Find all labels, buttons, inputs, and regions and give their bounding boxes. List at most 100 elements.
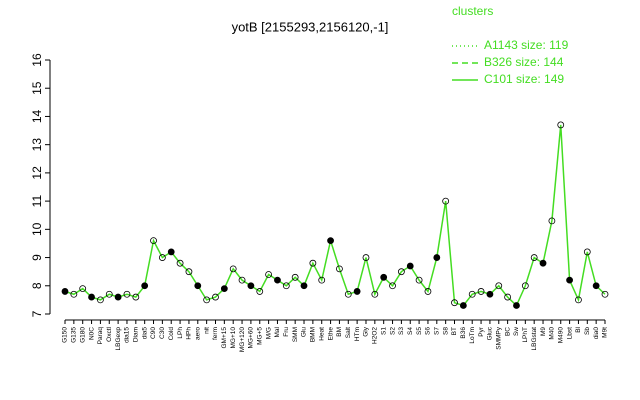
- point: [238, 276, 246, 284]
- point: [158, 254, 166, 261]
- x-tick-label: Mal: [274, 326, 281, 337]
- x-tick-label: H2O2: [372, 327, 379, 344]
- x-tick-label: M9t: [602, 327, 609, 338]
- point: [309, 259, 317, 267]
- point: [557, 121, 565, 129]
- x-tick-label: Fru: [283, 327, 290, 337]
- y-tick-label: 10: [30, 222, 44, 236]
- x-tick-label: dia5: [141, 327, 148, 340]
- x-tick-label: dia15: [124, 327, 131, 343]
- point: [61, 288, 69, 295]
- point: [459, 302, 467, 309]
- point: [548, 217, 556, 225]
- x-tick-label: dia0: [593, 327, 600, 340]
- x-tick-label: Salt: [345, 327, 352, 338]
- point: [495, 282, 503, 290]
- point: [88, 293, 95, 301]
- x-tick-label: MG+5: [256, 327, 263, 345]
- legend-label: A1143 size: 119: [484, 38, 569, 52]
- point: [433, 254, 441, 261]
- x-tick-label: S1: [380, 327, 387, 335]
- x-tick-label: nit: [203, 327, 210, 334]
- y-tick-label: 13: [30, 138, 44, 152]
- x-tick-label: C90: [150, 327, 157, 339]
- point: [105, 290, 113, 298]
- chart-title: yotB [2155293,2156120,-1]: [232, 19, 389, 34]
- x-tick-label: Pyr: [478, 326, 485, 337]
- x-tick-label: G150: [62, 327, 69, 343]
- x-tick-label: MG+120: [239, 327, 246, 352]
- x-tick-label: C30: [159, 327, 166, 339]
- x-tick-label: S5: [416, 327, 423, 335]
- x-tick-label: M/G: [265, 327, 272, 339]
- x-tick-label: SMMPy: [495, 326, 502, 350]
- point: [566, 276, 573, 284]
- x-tick-label: Heat: [318, 327, 325, 341]
- x-tick-label: Cold: [168, 327, 175, 341]
- x-tick-label: S8: [442, 327, 449, 335]
- point: [79, 285, 87, 293]
- x-tick-label: GM+15: [221, 327, 228, 349]
- point: [203, 296, 211, 304]
- x-tick-label: M9: [540, 327, 547, 336]
- point: [212, 293, 219, 301]
- y-tick-label: 15: [30, 81, 44, 95]
- x-tick-label: LBGstat: [531, 327, 538, 351]
- point: [592, 282, 600, 290]
- point: [194, 282, 202, 290]
- point: [362, 254, 370, 261]
- point: [601, 290, 609, 298]
- point: [530, 254, 538, 261]
- x-tick-label: Gluc: [487, 326, 494, 340]
- y-tick-label: 14: [30, 109, 44, 123]
- x-tick-label: HPh: [186, 327, 193, 340]
- point: [291, 273, 299, 281]
- point: [539, 259, 547, 267]
- point: [70, 290, 78, 298]
- point: [150, 237, 157, 245]
- x-tick-label: Gly: [363, 326, 370, 337]
- y-tick-label: 11: [30, 195, 44, 208]
- point: [167, 248, 175, 256]
- point: [424, 288, 432, 295]
- x-tick-label: SMM: [292, 327, 299, 342]
- point: [583, 248, 591, 256]
- point: [406, 262, 414, 270]
- point: [274, 276, 281, 284]
- point: [504, 293, 512, 301]
- point: [229, 265, 237, 273]
- point: [247, 282, 255, 290]
- x-tick-label: M40: [549, 327, 556, 340]
- point: [371, 290, 379, 298]
- x-tick-label: Bl: [575, 326, 582, 332]
- point: [141, 282, 149, 290]
- x-tick-label: Lbst: [566, 327, 573, 339]
- point: [389, 282, 396, 290]
- x-tick-label: Diam: [133, 327, 140, 342]
- point: [477, 288, 485, 295]
- point: [521, 282, 529, 290]
- legend-label: C101 size: 149: [484, 72, 564, 86]
- point: [336, 265, 343, 273]
- x-tick-label: MG+60: [248, 327, 255, 349]
- x-tick-label: S7: [434, 327, 441, 335]
- x-tick-label: Sb: [584, 327, 591, 335]
- point: [220, 285, 228, 293]
- point: [265, 271, 273, 278]
- legend-label: B326 size: 144: [484, 55, 564, 69]
- point: [415, 276, 423, 284]
- x-tick-label: S3: [398, 327, 405, 335]
- point: [327, 237, 334, 245]
- x-tick-label: Ethe: [327, 327, 334, 341]
- point: [486, 290, 494, 298]
- x-tick-label: S6: [425, 327, 432, 335]
- series-line: [64, 124, 606, 307]
- point: [397, 268, 405, 276]
- x-tick-label: LoTm: [469, 327, 476, 344]
- point: [451, 299, 458, 307]
- x-tick-label: ferm: [212, 327, 219, 340]
- x-tick-label: N0C: [88, 327, 95, 340]
- x-tick-label: LPh: [177, 327, 184, 339]
